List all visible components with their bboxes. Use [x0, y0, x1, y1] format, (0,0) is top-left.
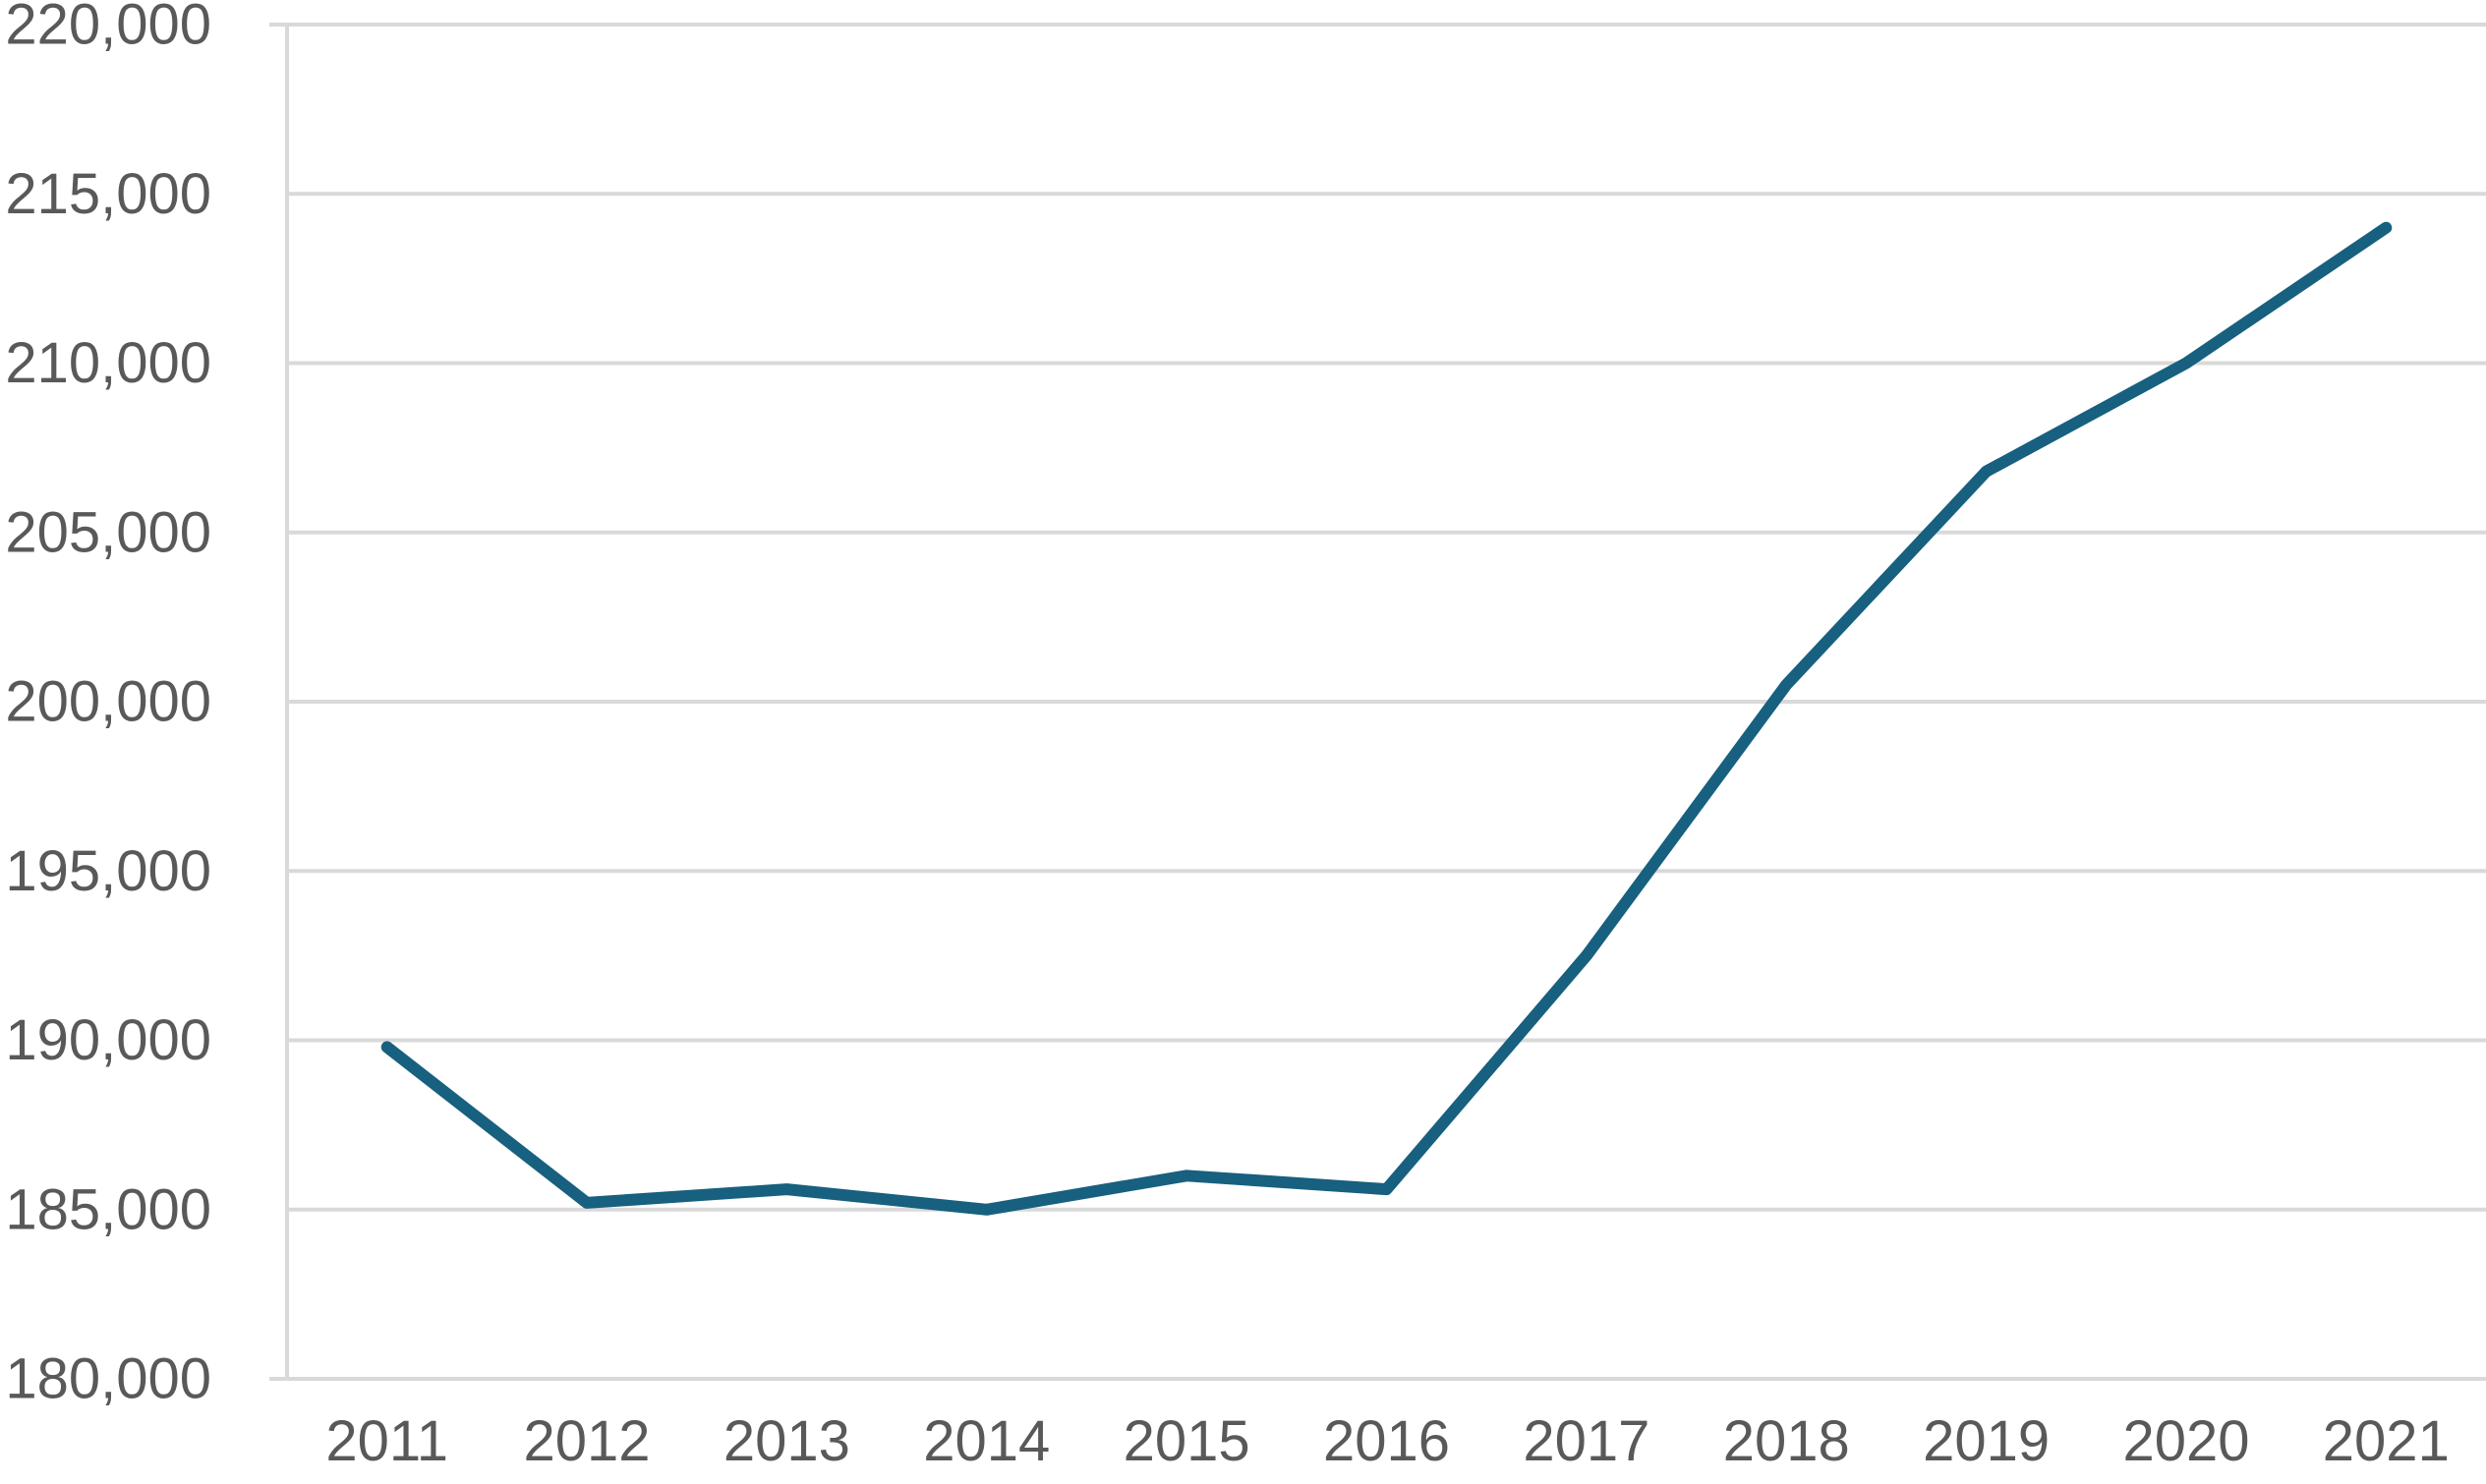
- y-tick-label: 185,000: [5, 1177, 211, 1241]
- y-tick-label: 210,000: [5, 331, 211, 395]
- series-group: [380, 221, 2393, 1216]
- x-tick-label: 2020: [2122, 1409, 2249, 1473]
- x-tick-label: 2013: [723, 1409, 850, 1473]
- y-axis: 180,000 185,000 190,000 195,000 200,000 205,0…: [5, 0, 289, 1411]
- x-tick-label: 2017: [1523, 1409, 1649, 1473]
- x-tick-label: 2014: [923, 1409, 1050, 1473]
- gridlines: [287, 23, 2486, 1212]
- x-axis: 2011 2012 2013 2014 2015 2016 2017 2018 2019 2020…: [269, 1377, 2486, 1473]
- y-tick-label: 220,000: [5, 0, 211, 57]
- x-tick-label: 2012: [524, 1409, 651, 1473]
- x-tick-label: 2021: [2323, 1409, 2450, 1473]
- x-tick-label: 2019: [1923, 1409, 2050, 1473]
- x-tick-label: 2011: [325, 1409, 448, 1473]
- x-tick-label: 2015: [1124, 1409, 1250, 1473]
- y-tick-label: 190,000: [5, 1008, 211, 1072]
- series-line: [380, 221, 2393, 1216]
- x-tick-label: 2018: [1723, 1409, 1850, 1473]
- y-tick-label: 180,000: [5, 1347, 211, 1411]
- y-tick-label: 200,000: [5, 670, 211, 734]
- x-tick-label: 2016: [1323, 1409, 1450, 1473]
- y-tick-label: 195,000: [5, 839, 211, 903]
- y-tick-label: 215,000: [5, 162, 211, 226]
- y-tick-label: 205,000: [5, 500, 211, 564]
